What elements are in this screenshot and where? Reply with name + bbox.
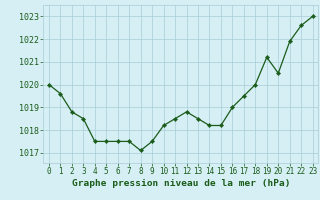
X-axis label: Graphe pression niveau de la mer (hPa): Graphe pression niveau de la mer (hPa) <box>72 179 290 188</box>
